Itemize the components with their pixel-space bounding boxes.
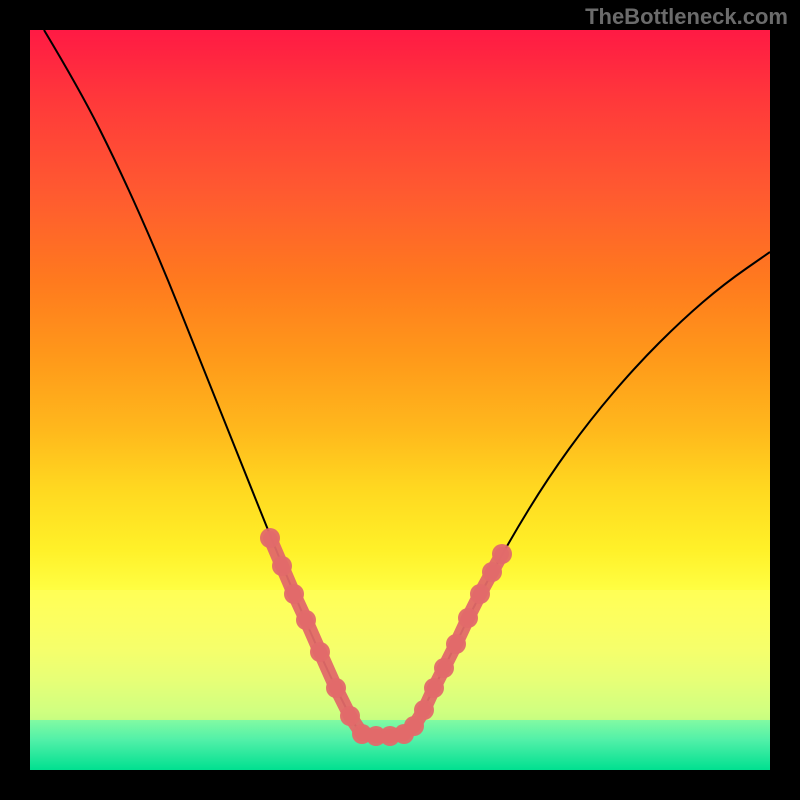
marker-dot [482, 562, 502, 582]
marker-dot [272, 556, 292, 576]
plot-svg [0, 0, 800, 800]
watermark-text: TheBottleneck.com [585, 4, 788, 30]
marker-dot [414, 700, 434, 720]
marker-dot [326, 678, 346, 698]
marker-dot [260, 528, 280, 548]
marker-dot [310, 642, 330, 662]
marker-dot [284, 584, 304, 604]
highlight-band [30, 590, 770, 720]
marker-dot [470, 584, 490, 604]
marker-dot [340, 706, 360, 726]
marker-dot [458, 608, 478, 628]
marker-dot [434, 658, 454, 678]
marker-dot [424, 678, 444, 698]
chart-root: TheBottleneck.com [0, 0, 800, 800]
marker-dot [296, 610, 316, 630]
marker-dot [492, 544, 512, 564]
marker-dot [446, 634, 466, 654]
